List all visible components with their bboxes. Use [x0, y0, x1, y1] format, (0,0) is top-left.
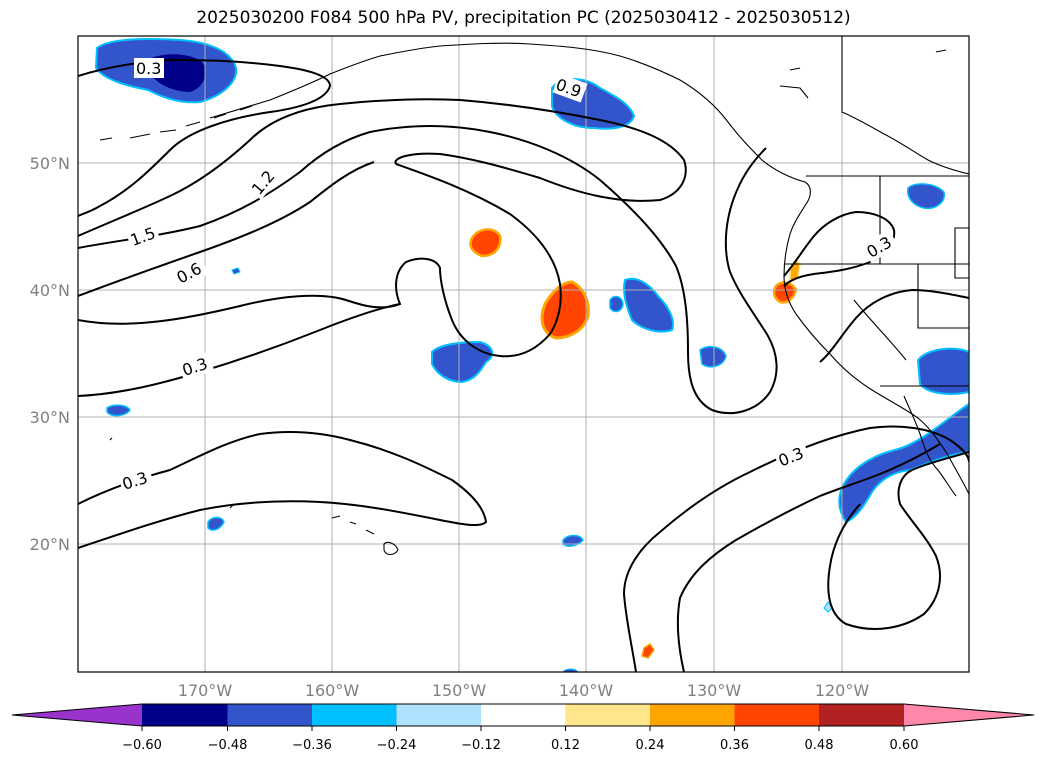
coast-hawaii: [331, 515, 399, 556]
precip-patch-east1: [622, 277, 674, 333]
pv-contour-8: [622, 425, 969, 672]
lat-tick-labels: 50°N 40°N 30°N 20°N: [30, 154, 70, 554]
map-panel: 0.3 0.9 1.2 1.5 0.6 0.3 0.3 0.3 0.3: [78, 36, 969, 672]
colorbar-bin-2: [227, 704, 312, 726]
precip-patch-sw: [916, 347, 969, 395]
pv-contour-2: [78, 98, 687, 237]
coast-baja: [903, 395, 957, 497]
precip-patch-south: [562, 534, 584, 547]
colorbar-tick-3: −0.36: [292, 738, 332, 753]
precip-patch-tiny1: [231, 267, 241, 275]
colorbar-bin-4: [396, 704, 481, 726]
pv-contour-6: [78, 303, 401, 397]
pv-contour-10: [827, 451, 969, 630]
pv-contour-1: [78, 58, 332, 217]
lat-tick-30: 30°N: [30, 408, 70, 427]
precip-patch-east2: [609, 295, 624, 313]
lat-tick-50: 50°N: [30, 154, 70, 173]
colorbar-tick-10: 0.60: [890, 738, 919, 753]
coast-alaska-inland: [841, 36, 969, 175]
precip-patch-pos1: [469, 228, 502, 258]
lon-tick-150w: 150°W: [432, 681, 487, 700]
pv-contour-11: [783, 210, 896, 287]
coast-aleutians: [99, 105, 253, 141]
colorbar-bin-5: [481, 704, 566, 726]
precip-patch-west30: [106, 404, 131, 417]
lon-tick-labels: 170°W 160°W 150°W 140°W 130°W 120°W: [178, 681, 870, 700]
colorbar-extend-low: [12, 704, 142, 726]
coast-canada: [783, 203, 969, 495]
coast-alaska: [209, 42, 811, 205]
precip-patch-east3: [699, 345, 727, 368]
precip-patch-pos5: [641, 642, 655, 659]
pv-contours: [78, 58, 969, 672]
precip-patch-interior: [906, 183, 945, 210]
lon-tick-140w: 140°W: [559, 681, 614, 700]
colorbar-tick-7: 0.24: [636, 738, 665, 753]
colorbar-bin-6: [565, 704, 650, 726]
pv-contour-7: [78, 431, 488, 549]
colorbar-tick-8: 0.36: [720, 738, 749, 753]
map-frame: [77, 35, 970, 673]
colorbar-tick-2: −0.48: [208, 738, 248, 753]
colorbar-bin-7: [650, 704, 735, 726]
colorbar-bin-8: [734, 704, 819, 726]
colorbar-extend-high: [904, 704, 1034, 726]
colorbar-tick-9: 0.48: [805, 738, 834, 753]
lon-tick-170w: 170°W: [178, 681, 233, 700]
precip-patch-pos2: [540, 280, 590, 340]
lon-tick-130w: 130°W: [687, 681, 742, 700]
pv-contour-5: [78, 161, 375, 297]
lon-tick-160w: 160°W: [305, 681, 360, 700]
precip-patch-hawaii-w: [207, 516, 225, 531]
contour-label-1: 0.3: [136, 59, 161, 78]
pv-contour-4: [78, 125, 778, 415]
pv-contour-3: [78, 163, 562, 358]
lon-tick-120w: 120°W: [815, 681, 870, 700]
colorbar-tick-1: −0.60: [122, 738, 162, 753]
lat-tick-40: 40°N: [30, 281, 70, 300]
colorbar-bin-1: [142, 704, 228, 726]
colorbar-tick-4: −0.24: [377, 738, 417, 753]
colorbar-bin-3: [312, 704, 397, 726]
pv-contour-9: [676, 443, 941, 672]
coast-arctic: [779, 49, 947, 99]
colorbar: −0.60 −0.48 −0.36 −0.24 −0.12 0.12 0.24 …: [11, 703, 1035, 753]
colorbar-tick-5: −0.12: [461, 738, 501, 753]
pv-contour-12: [819, 288, 969, 363]
coastlines: [99, 36, 969, 556]
lat-tick-20: 20°N: [30, 535, 70, 554]
precip-patch-midpac: [431, 340, 494, 384]
map-title: 2025030200 F084 500 hPa PV, precipitatio…: [196, 8, 851, 28]
border-states: [784, 176, 969, 387]
colorbar-bin-9: [819, 704, 904, 726]
colorbar-tick-6: 0.12: [551, 738, 580, 753]
